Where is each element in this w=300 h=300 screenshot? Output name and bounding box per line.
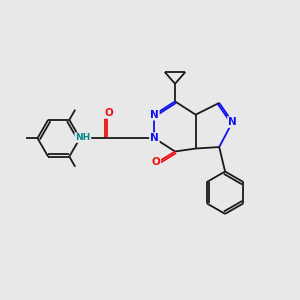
Text: O: O bbox=[152, 158, 160, 167]
Text: O: O bbox=[104, 108, 113, 118]
Text: N: N bbox=[150, 133, 159, 143]
Text: N: N bbox=[150, 110, 159, 120]
Text: N: N bbox=[228, 117, 237, 127]
Text: NH: NH bbox=[75, 133, 91, 142]
